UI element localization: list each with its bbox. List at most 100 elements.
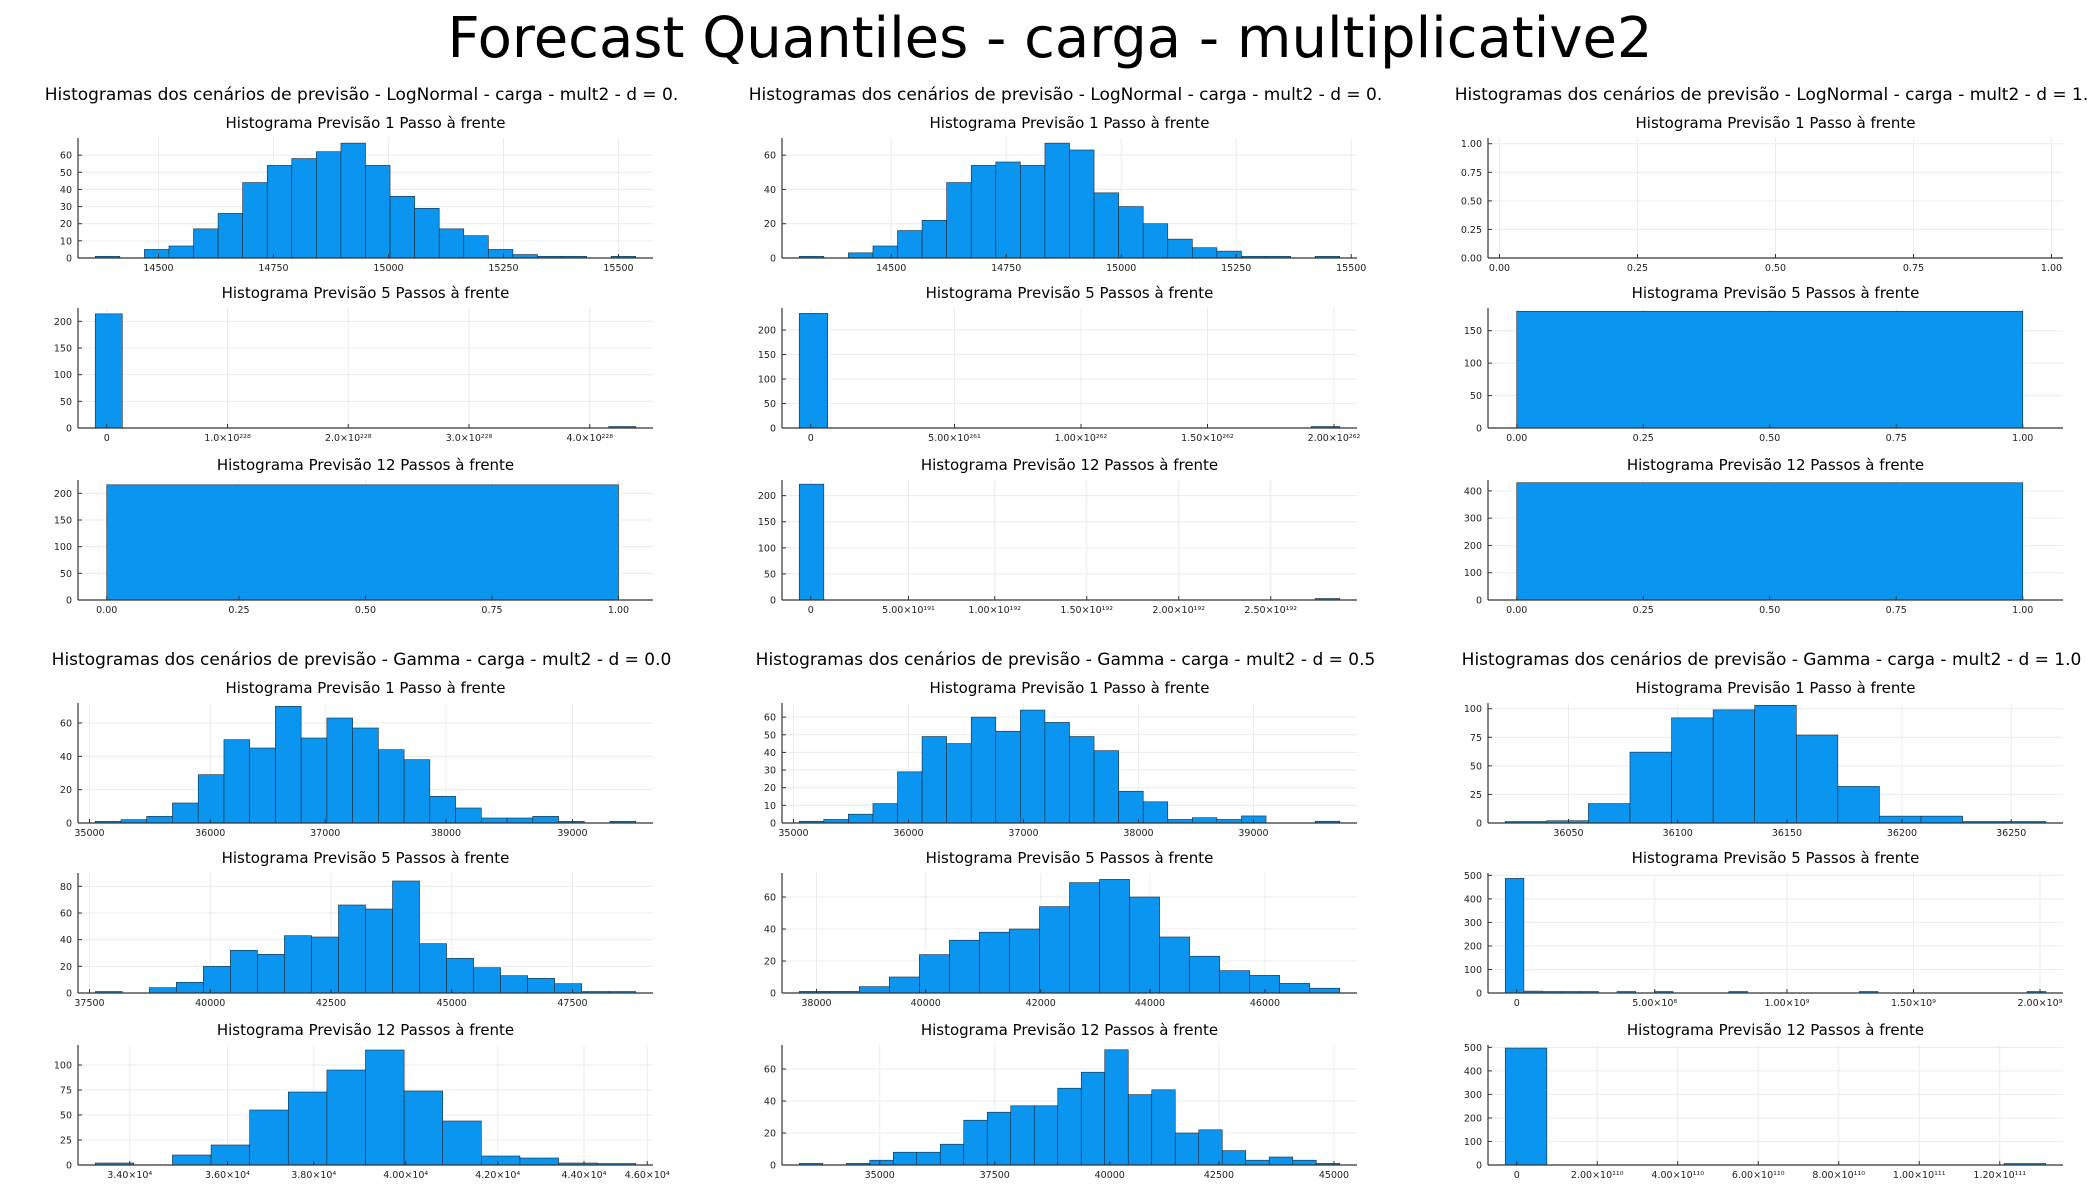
histogram-bar xyxy=(389,195,415,259)
histogram-3: Histograma Previsão 12 Passos à frente 0 5… xyxy=(758,456,1357,616)
x-tick-label: 45000 xyxy=(1319,1170,1349,1181)
histogram-bar xyxy=(892,1151,918,1166)
x-tick-label: 36200 xyxy=(1887,828,1917,839)
x-tick-label: 3.60×10⁴ xyxy=(205,1170,250,1181)
histogram-bar xyxy=(1020,165,1046,259)
histogram-bar xyxy=(1010,1105,1035,1166)
histogram-bar xyxy=(970,716,997,824)
histogram-bar xyxy=(1795,734,1839,824)
x-tick-label: 37500 xyxy=(980,1170,1010,1181)
x-tick-label: 0.50 xyxy=(1765,263,1786,274)
x-tick-label: 15000 xyxy=(1106,263,1136,274)
y-tick-label: 200 xyxy=(1464,941,1482,952)
x-tick-label: 1.0×10²²⁸ xyxy=(204,433,251,444)
histogram-bar xyxy=(1104,1049,1129,1166)
y-tick-label: 80 xyxy=(60,882,72,893)
y-tick-label: 0.25 xyxy=(1461,225,1482,236)
chart-title: Histograma Previsão 5 Passos à frente xyxy=(926,284,1214,302)
histogram-bar xyxy=(1044,142,1070,259)
histogram-bar xyxy=(446,958,474,994)
y-tick-label: 100 xyxy=(1464,1137,1482,1148)
histogram-bar xyxy=(1093,192,1119,259)
histogram-bar xyxy=(995,161,1021,259)
histogram-bar xyxy=(172,1154,212,1166)
chart-title: Histograma Previsão 1 Passo à frente xyxy=(930,679,1210,697)
y-tick-label: 50 xyxy=(60,168,72,179)
y-tick-label: 50 xyxy=(60,397,72,408)
histogram-bar xyxy=(1151,1089,1176,1166)
histogram-bar xyxy=(1268,1156,1294,1166)
histogram-bar xyxy=(1069,736,1095,824)
histogram-bar xyxy=(316,151,342,259)
histogram-bar xyxy=(939,1143,965,1166)
histogram-bar xyxy=(872,803,898,824)
y-tick-label: 1.00 xyxy=(1461,139,1482,150)
histogram-bar xyxy=(1057,1087,1082,1166)
y-tick-label: 0 xyxy=(770,424,776,435)
histogram-bar xyxy=(979,931,1010,994)
histogram-bar xyxy=(919,954,950,994)
histogram-bar xyxy=(1099,879,1130,994)
y-tick-label: 75 xyxy=(60,1086,72,1097)
histogram-bar xyxy=(1129,896,1160,994)
x-tick-label: 14750 xyxy=(258,263,288,274)
x-tick-label: 45000 xyxy=(437,998,467,1009)
histogram-bar xyxy=(149,987,177,994)
x-tick-label: 1.20×10¹¹¹ xyxy=(1973,1170,2026,1181)
histogram-bar xyxy=(193,228,219,259)
x-tick-label: 39000 xyxy=(1238,828,1268,839)
y-tick-label: 0 xyxy=(1476,596,1482,607)
histogram-bar xyxy=(1093,750,1119,824)
y-tick-label: 0 xyxy=(1476,1161,1482,1172)
histogram-bar xyxy=(311,936,339,994)
y-tick-label: 300 xyxy=(1464,514,1482,525)
x-tick-label: 1.00 xyxy=(2041,263,2062,274)
histogram-2: Histograma Previsão 5 Passos à frente 0 10… xyxy=(1464,849,2063,1009)
histogram-bar xyxy=(403,759,431,824)
x-tick-label: 37500 xyxy=(74,998,104,1009)
histogram-bar xyxy=(438,228,465,259)
histogram-bar xyxy=(230,950,258,994)
chart-title: Histograma Previsão 5 Passos à frente xyxy=(1632,284,1920,302)
x-tick-label: 37000 xyxy=(1008,828,1038,839)
histogram-bar xyxy=(442,1120,482,1166)
histogram-bar xyxy=(532,816,559,824)
x-tick-label: 1.50×10¹⁹² xyxy=(1060,605,1113,616)
histogram-1: Histograma Previsão 1 Passo à frente 0 10 2… xyxy=(764,679,1357,839)
histogram-bar xyxy=(1020,709,1046,824)
x-tick-label: 3.40×10⁴ xyxy=(107,1170,152,1181)
histogram-bar xyxy=(970,165,997,259)
x-tick-label: 0 xyxy=(808,605,814,616)
y-tick-label: 500 xyxy=(1464,871,1482,882)
histogram-bar xyxy=(554,983,582,994)
y-tick-label: 0 xyxy=(66,424,72,435)
y-tick-label: 30 xyxy=(60,202,72,213)
x-tick-label: 38000 xyxy=(431,828,461,839)
x-tick-label: 5.00×10⁸ xyxy=(1632,998,1677,1009)
histogram-bar xyxy=(1754,704,1797,824)
x-tick-label: 36050 xyxy=(1553,828,1583,839)
x-tick-label: 2.00×10¹⁹² xyxy=(1152,605,1205,616)
histogram-bar xyxy=(197,774,225,824)
histogram-1: Histograma Previsão 1 Passo à frente 0 20 4… xyxy=(764,114,1366,274)
histogram-bar xyxy=(1588,803,1631,824)
chart-title: Histograma Previsão 5 Passos à frente xyxy=(222,849,510,867)
histogram-bar xyxy=(172,802,199,824)
histogram-bar xyxy=(1712,709,1756,824)
x-tick-label: 14500 xyxy=(876,263,906,274)
histogram-bar xyxy=(949,939,980,994)
x-tick-label: 1.00 xyxy=(608,605,629,616)
y-tick-label: 400 xyxy=(1464,1066,1482,1077)
x-tick-label: 4.40×10⁴ xyxy=(561,1170,606,1181)
y-tick-label: 150 xyxy=(758,517,776,528)
y-tick-label: 50 xyxy=(60,569,72,580)
histogram-bar xyxy=(210,1144,250,1166)
y-tick-label: 50 xyxy=(764,730,776,741)
y-tick-label: 60 xyxy=(60,719,72,730)
page-title: Forecast Quantiles - carga - multiplicat… xyxy=(447,6,1653,71)
y-tick-label: 0 xyxy=(770,989,776,1000)
histogram-bar xyxy=(1516,482,2024,601)
x-tick-label: 3.0×10²²⁸ xyxy=(446,433,493,444)
histogram-bar xyxy=(1192,817,1218,824)
histogram-3: Histograma Previsão 12 Passos à frente 0 2… xyxy=(764,1021,1357,1181)
